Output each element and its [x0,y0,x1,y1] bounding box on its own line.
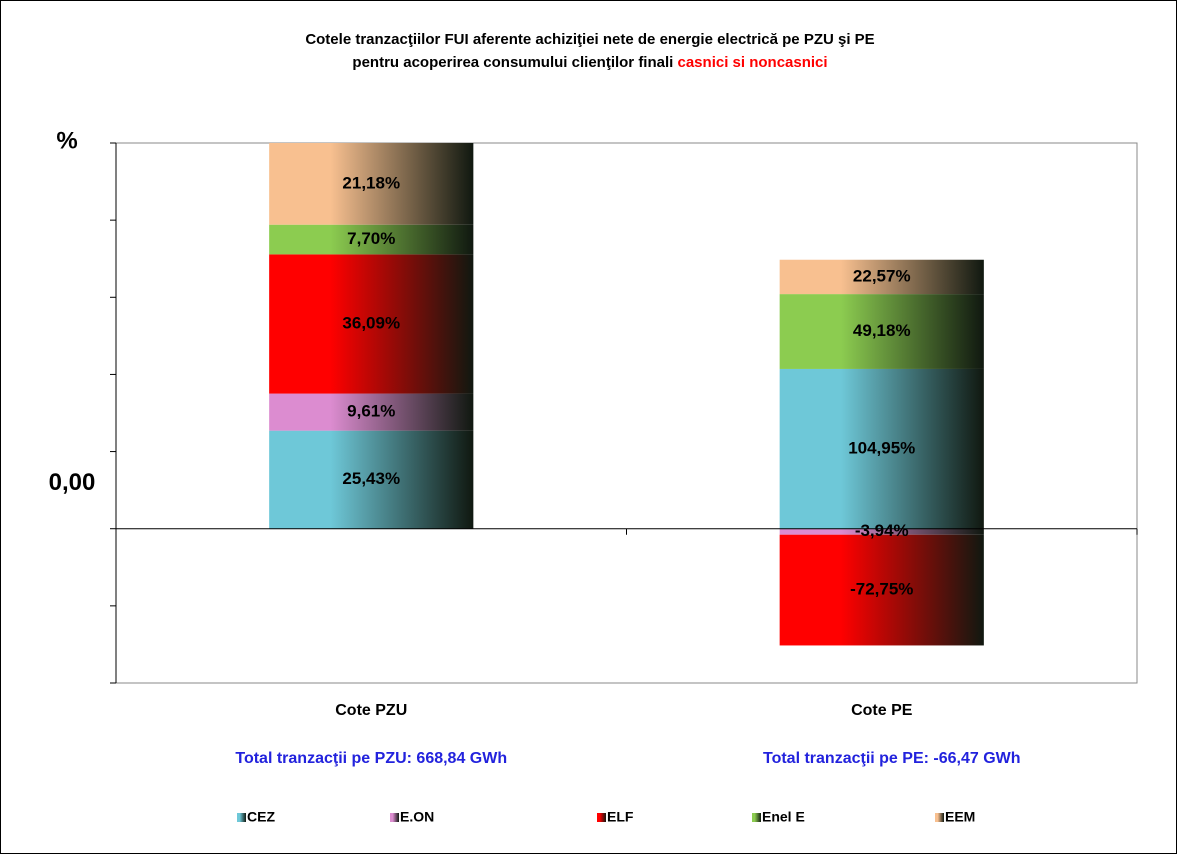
data-label: 7,70% [347,229,395,248]
bar-segment [269,393,474,431]
legend-label: CEZ [247,809,275,825]
data-label: 22,57% [853,266,911,285]
legend-swatch [935,813,944,822]
y-axis-label: % [56,127,77,154]
data-label: 36,09% [342,313,400,332]
legend-label: Enel E [762,809,805,825]
data-label: -3,94% [855,521,909,540]
chart-title: pentru acoperirea consumului clienţilor … [352,54,827,71]
bar-segment [779,294,984,369]
x-tick-label: Cote PE [851,702,913,719]
data-label: 21,18% [342,173,400,192]
bar-segment [269,143,474,225]
legend-swatch [390,813,399,822]
chart-title-part: pentru acoperirea consumului clienţilor … [352,54,673,71]
data-label: 49,18% [853,321,911,340]
bar-segment [779,528,984,535]
y-tick-label: 0,00 [49,469,96,496]
bar-segment [779,368,984,529]
bar-segment [779,534,984,646]
bar-segment [269,430,474,529]
legend-swatch [752,813,761,822]
category-note: Total tranzacţii pe PE: -66,47 GWh [763,750,1021,767]
bar-segment [269,254,474,394]
legend-label: ELF [607,809,634,825]
data-label: 25,43% [342,469,400,488]
data-label: -72,75% [850,580,913,599]
legend-swatch [597,813,606,822]
legend-swatch [237,813,246,822]
data-label: 104,95% [848,438,915,457]
data-label: 9,61% [347,402,395,421]
chart-title: Cotele tranzacţiilor FUI aferente achizi… [305,31,874,48]
legend-label: E.ON [400,809,434,825]
legend-label: EEM [945,809,975,825]
x-tick-label: Cote PZU [335,702,407,719]
chart-title-highlight: casnici si noncasnici [678,54,828,71]
bar-segment [269,224,474,255]
bar-segment [779,259,984,295]
category-note: Total tranzacţii pe PZU: 668,84 GWh [235,750,507,767]
